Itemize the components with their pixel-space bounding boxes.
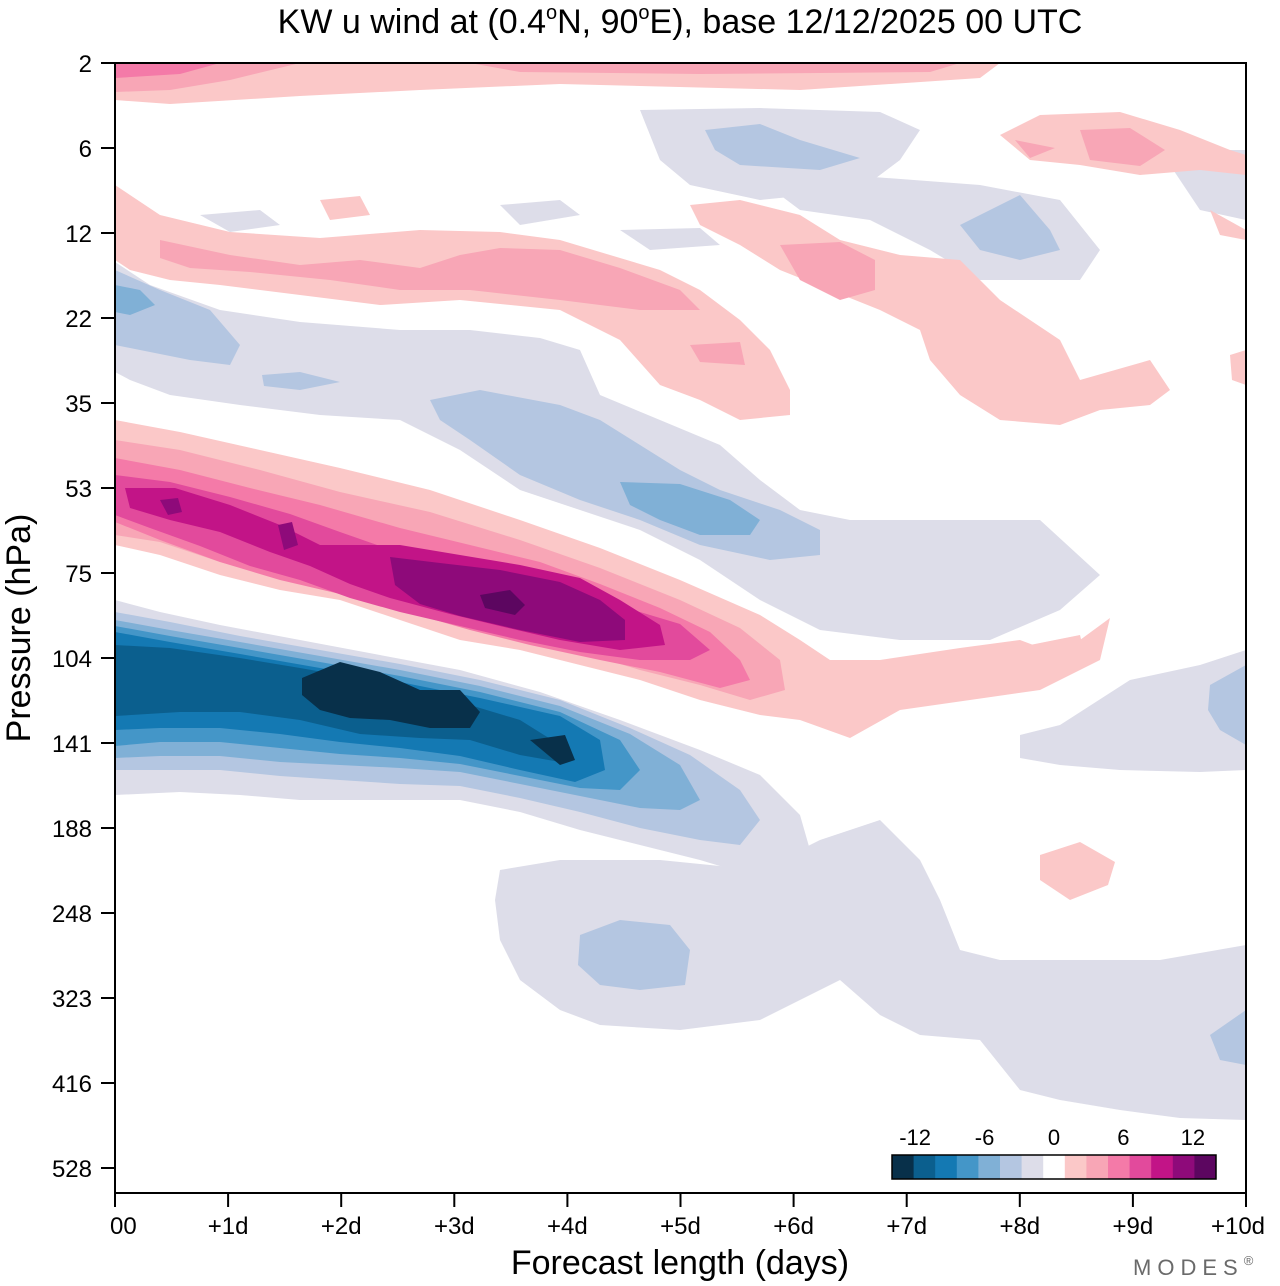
pink-strat-right-5 xyxy=(1230,350,1246,385)
pink-strat-right-4 xyxy=(1210,210,1246,240)
colorbar-swatch xyxy=(978,1155,1001,1179)
colorbar-label: 0 xyxy=(1048,1125,1060,1150)
y-tick-label: 323 xyxy=(52,986,92,1013)
pink-west-7 xyxy=(480,590,525,615)
colorbar-swatch xyxy=(935,1155,958,1179)
x-tick-label: 00 xyxy=(110,1213,137,1240)
y-tick-label: 75 xyxy=(65,561,92,588)
colorbar-swatch xyxy=(1021,1155,1044,1179)
x-tick-label: +3d xyxy=(434,1213,475,1240)
colorbar-swatch xyxy=(1129,1155,1152,1179)
colorbar-swatch xyxy=(1064,1155,1087,1179)
blue-upper-1 xyxy=(705,124,860,170)
chart-title: KW u wind at (0.4oN, 90oE), base 12/12/2… xyxy=(278,2,1083,41)
colorbar-label: -12 xyxy=(899,1125,931,1150)
pink-cap-core xyxy=(115,63,220,78)
y-tick-label: 104 xyxy=(52,646,92,673)
y-tick-label: 35 xyxy=(65,391,92,418)
y-tick-label: 528 xyxy=(52,1156,92,1183)
blue-tongue-2 xyxy=(1210,1010,1246,1065)
x-tick-label: +5d xyxy=(660,1213,701,1240)
brand-logo: MODES® xyxy=(1133,1253,1259,1280)
colorbar-swatch xyxy=(1108,1155,1131,1179)
y-tick-label: 2 xyxy=(79,51,92,78)
blue-tongue-3 xyxy=(1208,665,1246,745)
x-axis-label: Forecast length (days) xyxy=(511,1244,849,1282)
y-tick-label: 416 xyxy=(52,1071,92,1098)
pink-cap-right xyxy=(470,63,960,74)
colorbar-swatch xyxy=(1151,1155,1174,1179)
y-tick-label: 53 xyxy=(65,476,92,503)
lav-east-7 xyxy=(302,662,480,728)
colorbar-swatch xyxy=(913,1155,936,1179)
x-tick-label: +10d xyxy=(1211,1213,1265,1240)
blue-easterly-band-5 xyxy=(262,372,340,390)
pink-strat-right-2 xyxy=(780,242,875,300)
contour-field xyxy=(115,63,1246,1120)
x-tick-label: +6d xyxy=(773,1213,814,1240)
x-tick-label: +7d xyxy=(886,1213,927,1240)
y-tick-label: 22 xyxy=(65,306,92,333)
lav-upper-6 xyxy=(620,228,720,250)
lav-tongue-1 xyxy=(495,820,1246,1120)
pink-upper-right-3 xyxy=(1015,140,1055,158)
pink-strat-band-3 xyxy=(690,342,745,365)
colorbar-label: 12 xyxy=(1181,1125,1205,1150)
pink-strat-band-2 xyxy=(160,240,700,310)
x-tick-label: +1d xyxy=(208,1213,249,1240)
colorbar-swatch xyxy=(892,1155,915,1179)
pink-strat-right-3 xyxy=(320,196,370,220)
x-tick-label: +2d xyxy=(321,1213,362,1240)
x-tick-label: +9d xyxy=(1113,1213,1154,1240)
colorbar-label: 6 xyxy=(1117,1125,1129,1150)
colorbar-swatch xyxy=(1194,1155,1217,1179)
colorbar-swatch xyxy=(1086,1155,1109,1179)
y-tick-label: 12 xyxy=(65,221,92,248)
colorbar-label: -6 xyxy=(975,1125,995,1150)
colorbar-swatch xyxy=(1172,1155,1195,1179)
colorbar-frame xyxy=(891,1154,1217,1180)
y-tick-label: 248 xyxy=(52,901,92,928)
blue-easterly-band-4 xyxy=(115,285,155,315)
pink-west-8 xyxy=(160,498,182,515)
colorbar-swatch xyxy=(1043,1155,1066,1179)
pink-tongue xyxy=(1040,842,1115,900)
lav-upper-4 xyxy=(500,200,580,225)
blue-easterly-band xyxy=(115,270,240,365)
y-tick-label: 141 xyxy=(52,731,92,758)
x-tick-label: +8d xyxy=(999,1213,1040,1240)
y-tick-label: 6 xyxy=(79,136,92,163)
y-tick-label: 188 xyxy=(52,816,92,843)
pink-west-10 xyxy=(1030,635,1086,665)
blue-upper-2 xyxy=(960,195,1060,260)
lav-tongue-2 xyxy=(1020,650,1246,772)
x-tick-label: +4d xyxy=(547,1213,588,1240)
colorbar: -12 -6 0 6 12 xyxy=(891,1125,1217,1180)
pink-upper-right-2 xyxy=(1080,128,1165,166)
colorbar-swatch xyxy=(1000,1155,1023,1179)
y-axis-label: Pressure (hPa) xyxy=(0,514,38,743)
colorbar-swatch xyxy=(956,1155,979,1179)
blue-easterly-band-3 xyxy=(620,482,760,535)
lav-east-8 xyxy=(530,735,575,765)
pink-strat-band xyxy=(115,185,790,420)
y-axis: 2 6 12 22 35 53 75 104 141 188 248 323 416 528 xyxy=(52,51,115,1183)
blue-tongue-1 xyxy=(578,920,690,990)
x-axis: 00 +1d +2d +3d +4d +5d +6d +7d +8d +9d +10d xyxy=(110,1193,1265,1240)
lav-upper-5 xyxy=(200,210,280,232)
pink-west-9 xyxy=(278,522,298,550)
